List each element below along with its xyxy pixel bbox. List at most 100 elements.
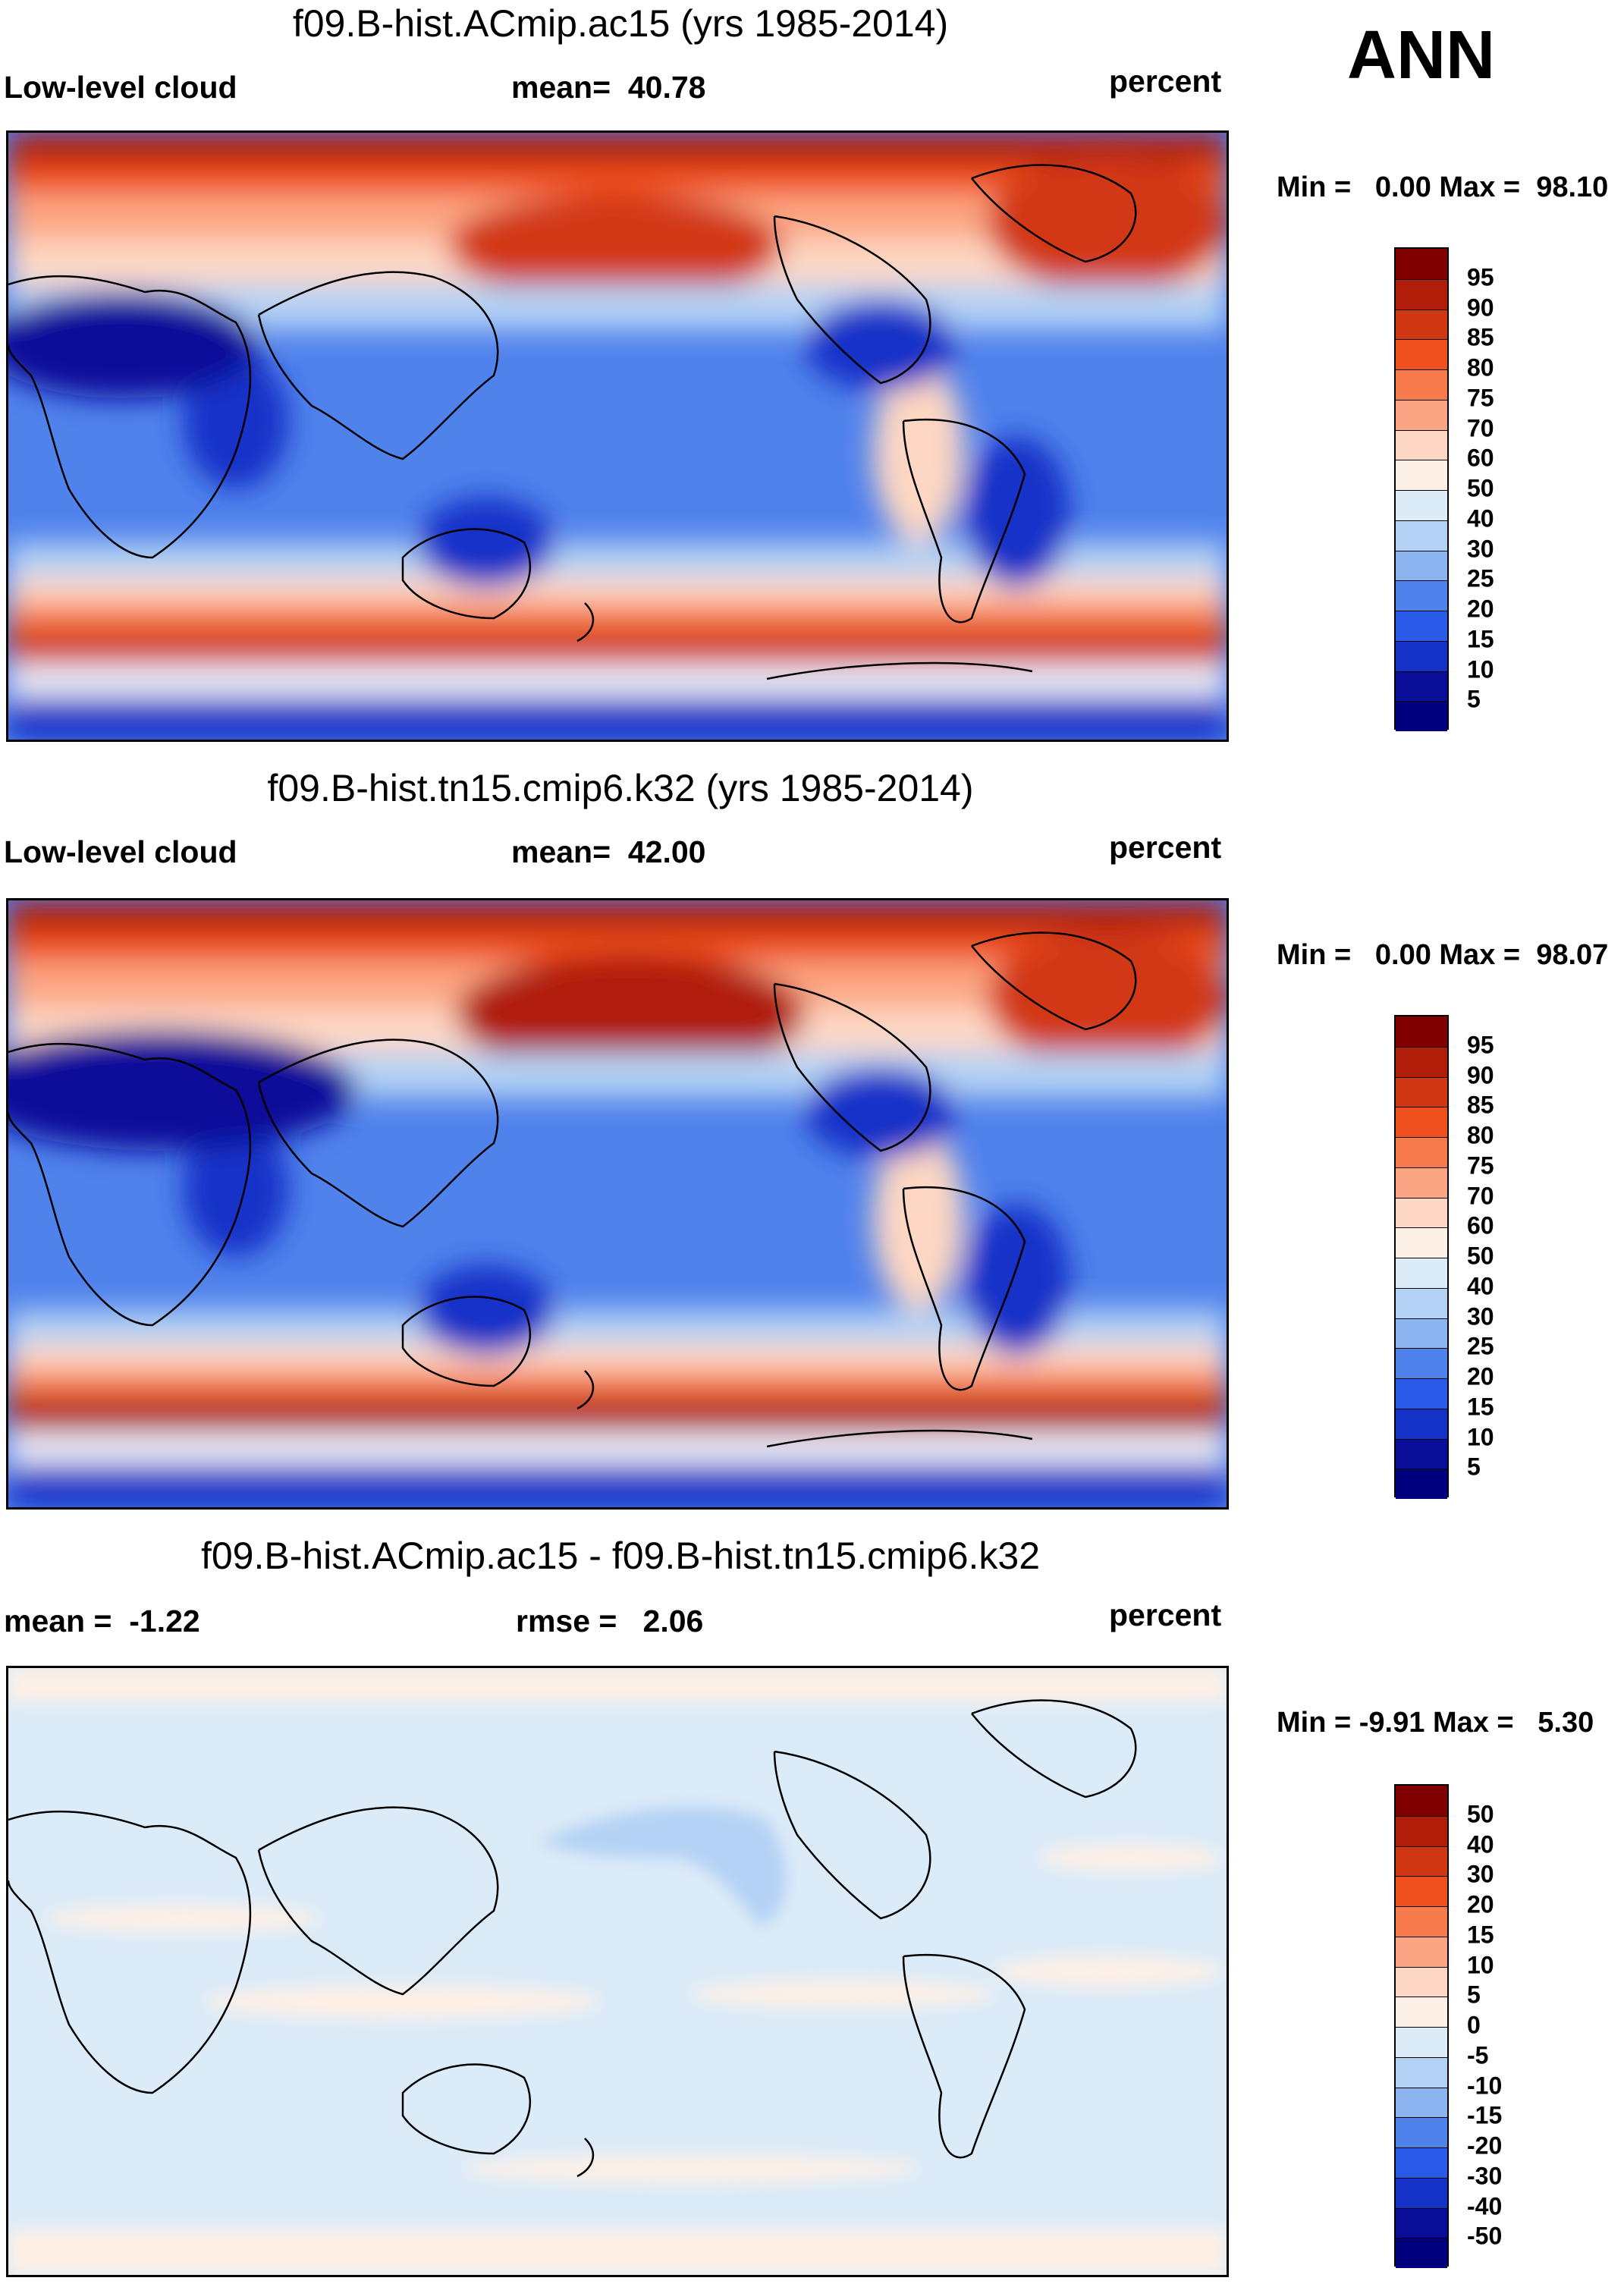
- panel3-colorbar-frame: [1394, 1784, 1449, 2268]
- colorbar-tick-label: 0: [1467, 2011, 1481, 2039]
- panel3-units: percent: [1109, 1598, 1222, 1632]
- panel2-mean-value: 42.00: [627, 834, 706, 869]
- colorbar-swatch: [1396, 460, 1447, 490]
- panel3-coastlines: [8, 1699, 1137, 2178]
- colorbar-tick-label: 40: [1467, 504, 1494, 533]
- colorbar-swatch: [1396, 1408, 1447, 1439]
- colorbar-swatch: [1396, 580, 1447, 611]
- panel2-colorbar-frame: [1394, 1015, 1449, 1499]
- colorbar-tick-label: 95: [1467, 263, 1494, 291]
- panel3-max-label: Max =: [1432, 1707, 1514, 1739]
- colorbar-tick-label: -5: [1467, 2041, 1489, 2069]
- colorbar-swatch: [1396, 2177, 1447, 2208]
- panel1-map-svg: [8, 133, 1227, 740]
- panel1-colorbar-frame: [1394, 247, 1449, 731]
- colorbar-swatch: [1396, 339, 1447, 369]
- colorbar-tick-label: -20: [1467, 2132, 1503, 2160]
- panel3-map: [6, 1666, 1229, 2277]
- colorbar-swatch: [1396, 278, 1447, 309]
- panel1-mean: mean= 40.78: [511, 70, 705, 105]
- colorbar-swatch: [1396, 1227, 1447, 1258]
- colorbar-swatch: [1396, 1348, 1447, 1378]
- colorbar-tick-label: 25: [1467, 1332, 1494, 1360]
- colorbar-swatch: [1396, 369, 1447, 400]
- panel3-title: f09.B-hist.ACmip.ac15 - f09.B-hist.tn15.…: [200, 1535, 1041, 1577]
- colorbar-tick-label: 5: [1467, 685, 1481, 713]
- colorbar-swatch: [1396, 1786, 1447, 1816]
- colorbar-tick-label: 90: [1467, 1061, 1494, 1089]
- colorbar-tick-label: 30: [1467, 1860, 1494, 1888]
- colorbar-tick-label: 70: [1467, 414, 1494, 441]
- panel1-minmax: Min = 0.00 Max = 98.10: [1277, 171, 1608, 204]
- colorbar-swatch: [1396, 309, 1447, 340]
- panel1-min-value: 0.00: [1374, 171, 1431, 203]
- colorbar-swatch: [1396, 1258, 1447, 1288]
- panel2-mean-label: mean=: [511, 834, 611, 869]
- panel2-map-svg: [8, 900, 1227, 1507]
- panel2-map: [6, 898, 1229, 1510]
- colorbar-swatch: [1396, 1076, 1447, 1107]
- panel3-min-value: -9.91: [1359, 1707, 1425, 1739]
- colorbar-tick-label: 85: [1467, 1091, 1494, 1119]
- panel1-mean-label: mean=: [511, 70, 611, 105]
- colorbar-swatch: [1396, 1137, 1447, 1167]
- panel2-units: percent: [1109, 830, 1222, 865]
- colorbar-tick-label: 5: [1467, 1453, 1481, 1481]
- panel1-cloud-field: [8, 133, 1227, 740]
- colorbar-swatch: [1396, 1469, 1447, 1499]
- panel2-min-value: 0.00: [1374, 939, 1431, 971]
- panel2-colorbar: 95 90 85 80 75 70 60 50 40 30 25 20 15 10 5: [1394, 1015, 1494, 1499]
- colorbar-swatch: [1396, 249, 1447, 279]
- season-label: ANN: [1347, 17, 1495, 93]
- colorbar-swatch: [1396, 1846, 1447, 1877]
- colorbar-swatch: [1396, 1876, 1447, 1906]
- colorbar-tick-label: 75: [1467, 384, 1494, 412]
- colorbar-swatch: [1396, 2027, 1447, 2057]
- colorbar-tick-label: -15: [1467, 2101, 1503, 2129]
- colorbar-swatch: [1396, 1107, 1447, 1137]
- colorbar-swatch: [1396, 640, 1447, 671]
- colorbar-swatch: [1396, 2056, 1447, 2088]
- colorbar-tick-label: 10: [1467, 655, 1494, 683]
- colorbar-tick-label: 60: [1467, 1211, 1494, 1239]
- panel3-rmse-value: 2.06: [642, 1604, 704, 1638]
- colorbar-tick-label: 50: [1467, 1242, 1494, 1270]
- colorbar-swatch: [1396, 1438, 1447, 1469]
- panel3-mean: mean = -1.22: [4, 1604, 200, 1639]
- panel1-min-label: Min =: [1277, 171, 1352, 203]
- colorbar-tick-label: 50: [1467, 474, 1494, 502]
- colorbar-swatch: [1396, 1906, 1447, 1937]
- panel2-coastlines: [8, 932, 1137, 1448]
- colorbar-swatch: [1396, 2087, 1447, 2118]
- colorbar-swatch: [1396, 2117, 1447, 2147]
- colorbar-tick-label: 20: [1467, 595, 1494, 623]
- panel3-mean-label: mean =: [4, 1604, 112, 1638]
- colorbar-tick-label: 10: [1467, 1951, 1494, 1978]
- panel1-variable-label: Low-level cloud: [4, 70, 237, 105]
- colorbar-tick-label: 5: [1467, 1981, 1481, 2009]
- panel2-mean: mean= 42.00: [511, 834, 705, 870]
- colorbar-tick-label: 15: [1467, 1921, 1494, 1949]
- panel1-mean-value: 40.78: [627, 70, 706, 105]
- colorbar-tick-label: 10: [1467, 1423, 1494, 1450]
- colorbar-swatch: [1396, 490, 1447, 520]
- colorbar-tick-label: 80: [1467, 353, 1494, 382]
- colorbar-tick-label: 95: [1467, 1031, 1494, 1059]
- panel2-minmax: Min = 0.00 Max = 98.07: [1277, 939, 1608, 972]
- colorbar-swatch: [1396, 2238, 1447, 2268]
- colorbar-tick-label: 75: [1467, 1151, 1494, 1180]
- panel3-rmse-label: rmse =: [516, 1604, 617, 1638]
- panel2-max-label: Max =: [1439, 939, 1521, 971]
- panel2-max-value: 98.07: [1536, 939, 1609, 971]
- panel1-units: percent: [1109, 64, 1222, 99]
- panel3-map-svg: [8, 1668, 1227, 2275]
- panel3-rmse: rmse = 2.06: [516, 1604, 703, 1639]
- panel3-mean-value: -1.22: [129, 1604, 200, 1638]
- colorbar-swatch: [1396, 701, 1447, 731]
- colorbar-tick-label: -10: [1467, 2072, 1503, 2099]
- panel1-max-value: 98.10: [1536, 171, 1609, 203]
- panel1-title: f09.B-hist.ACmip.ac15 (yrs 1985-2014): [292, 2, 949, 45]
- colorbar-swatch: [1396, 1287, 1447, 1318]
- colorbar-tick-label: 60: [1467, 444, 1494, 472]
- colorbar-swatch: [1396, 429, 1447, 460]
